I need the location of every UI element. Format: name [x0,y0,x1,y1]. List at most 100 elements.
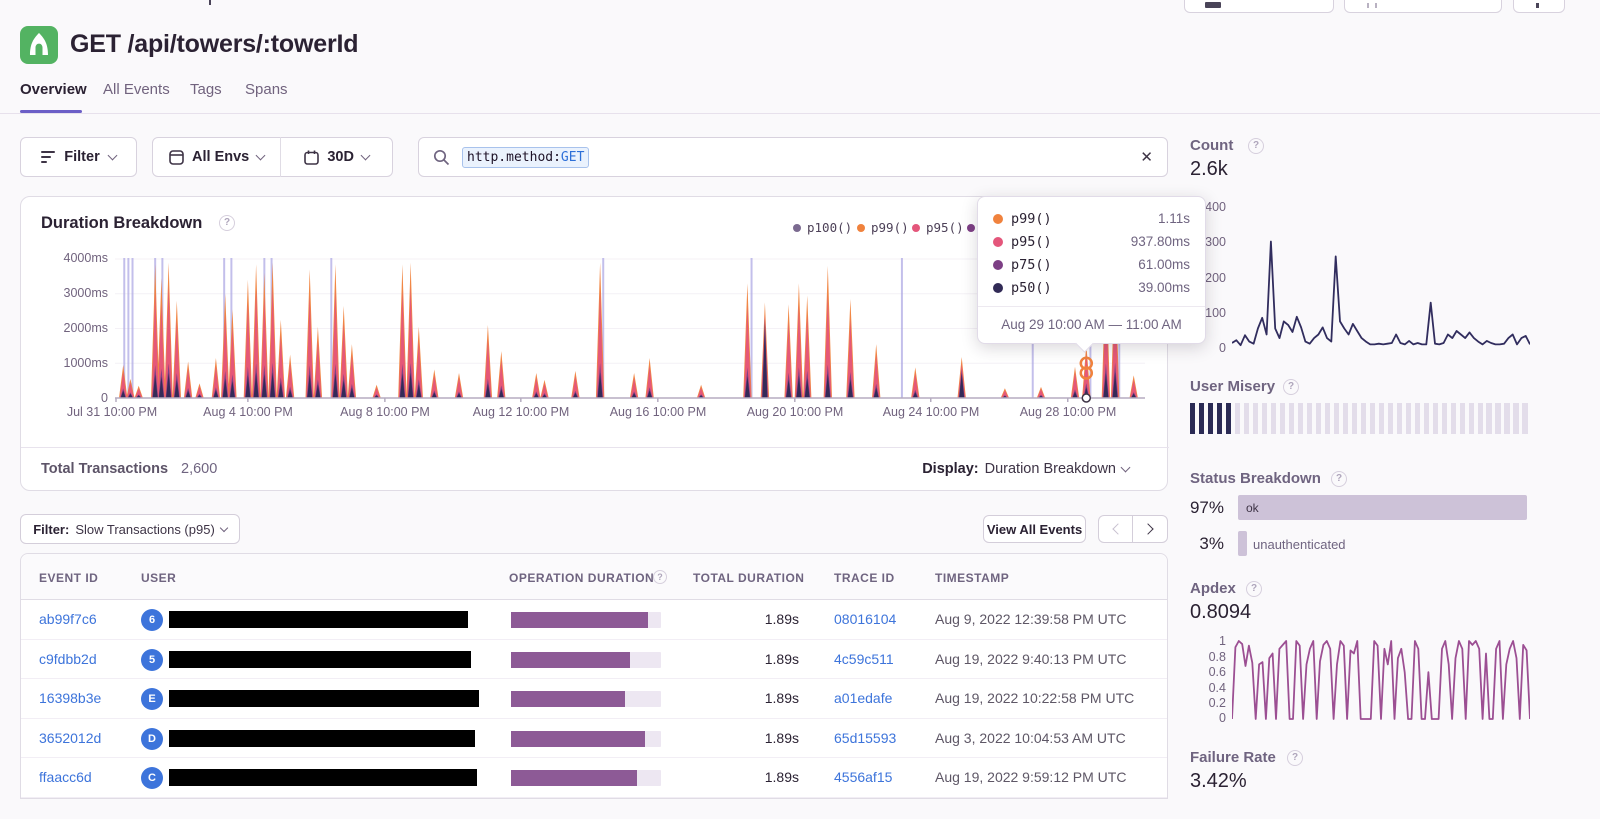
count-ytick: 200 [1205,271,1226,285]
help-icon[interactable]: ? [1331,471,1347,487]
environment-selector[interactable]: All Envs [153,138,280,176]
help-icon[interactable]: ? [1283,379,1299,395]
failure-rate-value: 3.42% [1190,770,1247,792]
operation-duration-fill [511,691,625,707]
cropped-toolbar-button[interactable] [1344,0,1502,13]
tooltip-dot [993,259,1003,270]
filter-button[interactable]: Filter [20,137,137,177]
operation-duration-bar [511,770,661,786]
count-ytick: 0 [1219,341,1226,355]
count-chart [1232,240,1530,347]
cropped-toolbar-button[interactable] [1184,0,1334,13]
help-icon[interactable]: ? [1248,138,1264,154]
search-token[interactable]: http.method:GET [462,146,590,168]
apdex-heading: Apdex [1190,580,1236,597]
window-icon [169,149,184,165]
misery-bar [1504,403,1510,434]
table-row: ab99f7c6 6 1.89s 08016104 Aug 9, 2022 12… [21,600,1167,640]
clear-search-icon[interactable]: ✕ [1140,148,1153,166]
chevron-down-icon [360,150,371,161]
tab-spans[interactable]: Spans [245,81,288,98]
tab-tags[interactable]: Tags [190,81,222,98]
search-icon [433,149,450,165]
trace-id-link[interactable]: 08016104 [834,611,897,627]
duration-ytick: 2000ms [63,321,108,335]
user-misery-score-bar [1190,403,1532,434]
misery-bar [1315,403,1322,434]
search-input[interactable]: http.method:GET ✕ [418,137,1168,177]
misery-bar [1288,403,1295,434]
count-ytick: 400 [1205,200,1226,214]
misery-bar [1477,403,1483,434]
timestamp-value: Aug 3, 2022 10:04:53 AM UTC [935,729,1126,746]
misery-bar [1333,403,1340,434]
misery-bar [1324,403,1331,434]
duration-card-title: Duration Breakdown [41,214,203,232]
count-ytick: 300 [1205,235,1226,249]
legend-dot [857,223,865,232]
redacted-user-name [169,611,468,628]
legend-item-p95[interactable]: p95() [912,220,964,235]
date-range-selector[interactable]: 30D [281,138,392,176]
misery-bar [1513,403,1519,434]
project-icon [20,26,58,64]
env-date-group: All Envs 30D [152,137,393,177]
failure-rate-heading: Failure Rate [1190,749,1276,766]
misery-bar [1270,403,1277,434]
display-label: Display: [922,461,979,477]
misery-bar [1216,403,1223,434]
duration-ytick: 1000ms [63,356,108,370]
cropped-element-artifact [209,0,211,5]
avatar: C [141,767,163,789]
legend-item-p99[interactable]: p99() [857,220,909,235]
misery-bar [1432,403,1438,434]
help-icon[interactable]: ? [653,570,667,584]
event-id-link[interactable]: 3652012d [39,729,102,746]
chevron-down-icon [255,150,266,161]
total-duration-value: 1.89s [764,729,799,746]
cropped-toolbar-button[interactable] [1513,0,1565,13]
trace-id-link[interactable]: a01edafe [834,690,893,706]
event-id-link[interactable]: ab99f7c6 [39,611,97,627]
event-id-link[interactable]: ffaacc6d [39,769,92,785]
display-value: Duration Breakdown [984,461,1116,477]
help-icon[interactable]: ? [1287,750,1303,766]
chevron-down-icon [219,523,229,532]
help-icon[interactable]: ? [1246,581,1262,597]
display-selector[interactable]: Display: Duration Breakdown [922,461,1131,477]
page-title: GET /api/towers/:towerId [70,30,359,58]
total-duration-value: 1.89s [764,611,799,627]
tab-overview[interactable]: Overview [20,81,87,98]
misery-bar [1495,403,1501,434]
cropped-button-glyph [1367,3,1369,8]
column-header-trace-id: TRACE ID [834,571,895,585]
pagination-previous-button[interactable] [1098,515,1133,543]
cropped-button-glyph [1536,3,1539,8]
events-filter-dropdown[interactable]: Filter: Slow Transactions (p95) [20,514,240,544]
trace-id-link[interactable]: 4556af15 [834,769,893,785]
apdex-ytick: 1 [1219,634,1226,648]
total-transactions-label: Total Transactions [41,461,169,477]
misery-bar [1198,403,1205,434]
view-all-events-button[interactable]: View All Events [983,515,1086,543]
pagination-next-button[interactable] [1132,515,1168,543]
tooltip-dot [993,213,1003,224]
timestamp-value: Aug 19, 2022 9:59:12 PM UTC [935,769,1127,785]
tooltip-row-p99: p99() 1.11s [978,207,1205,230]
misery-bar [1351,403,1358,434]
tab-all-events[interactable]: All Events [103,81,170,98]
apdex-ytick: 0.6 [1208,665,1226,679]
trace-id-link[interactable]: 4c59c511 [834,650,894,667]
help-icon[interactable]: ? [219,215,235,231]
tooltip-row-p95: p95() 937.80ms [978,230,1205,253]
count-value: 2.6k [1190,158,1228,180]
event-id-link[interactable]: 16398b3e [39,690,102,706]
apdex-ytick: 0.8 [1208,650,1226,664]
event-id-link[interactable]: c9fdbb2d [39,650,97,667]
legend-item-p100[interactable]: p100() [793,220,852,235]
trace-id-link[interactable]: 65d15593 [834,729,897,746]
misery-bar [1190,403,1196,434]
misery-bar [1522,403,1528,434]
column-header-event-id: EVENT ID [39,571,99,585]
misery-bar [1369,403,1376,434]
